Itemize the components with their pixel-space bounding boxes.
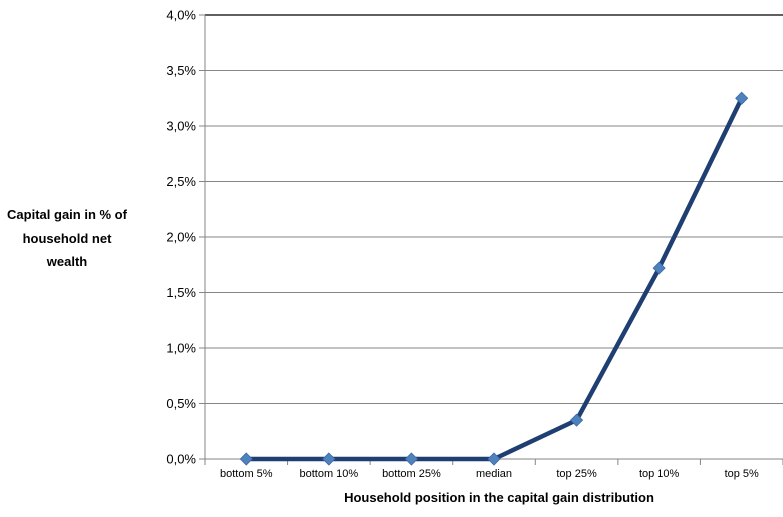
data-point-marker [570, 413, 584, 427]
data-point-marker [487, 452, 501, 466]
y-axis-title-line-1: Capital gain in % of [7, 207, 128, 222]
y-tick-label: 0,5% [166, 396, 196, 411]
y-tick-label: 0,0% [166, 452, 196, 467]
grid-layer [205, 14, 783, 404]
data-point-marker [239, 452, 253, 466]
y-tick-label: 2,0% [166, 230, 196, 245]
y-axis-title-line-3: wealth [46, 254, 88, 269]
y-tick-label: 1,5% [166, 285, 196, 300]
y-tick-label: 4,0% [166, 8, 196, 23]
y-tick-label: 2,5% [166, 174, 196, 189]
x-tick-label: bottom 25% [382, 468, 441, 480]
x-tick-label: top 5% [725, 468, 759, 480]
y-tick-label: 3,0% [166, 119, 196, 134]
x-tick-label: top 10% [639, 468, 680, 480]
axes-layer [199, 14, 783, 465]
series-line [244, 96, 744, 462]
x-axis-title: Household position in the capital gain d… [344, 490, 654, 505]
x-tick-label: median [476, 468, 512, 480]
y-axis-title-line-2: household net [23, 231, 113, 246]
y-tick-label: 1,0% [166, 341, 196, 356]
data-point-marker [404, 452, 418, 466]
y-axis-title: Capital gain in % of household net wealt… [7, 207, 128, 269]
x-tick-label: bottom 5% [220, 468, 273, 480]
data-point-marker [322, 452, 336, 466]
x-tick-label: top 25% [556, 468, 597, 480]
series-layer [239, 91, 749, 466]
data-point-marker [735, 91, 749, 105]
x-tick-label: bottom 10% [300, 468, 359, 480]
labels-layer: 0,0% 0,5% 1,0% 1,5% 2,0% 2,5% 3,0% 3,5% 4,0% bott… [166, 8, 759, 481]
y-tick-label: 3,5% [166, 63, 196, 78]
data-point-marker [652, 261, 666, 275]
